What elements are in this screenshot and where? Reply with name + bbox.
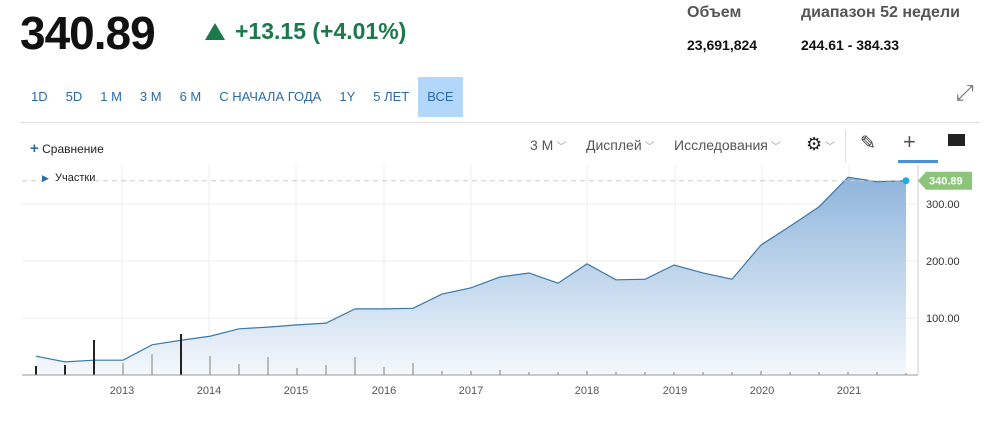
range-all[interactable]: ВСЕ — [418, 77, 463, 117]
x-tick-label: 2015 — [284, 385, 308, 395]
range-ytd[interactable]: С НАЧАЛА ГОДА — [219, 89, 322, 104]
range-label: диапазон 52 недели — [801, 4, 960, 21]
price-area — [36, 177, 906, 375]
price-change: +13.15 (+4.01%) — [205, 18, 406, 45]
price: 340.89 — [20, 7, 156, 59]
up-triangle-icon — [205, 23, 225, 40]
chevron-down-icon: ﹀ — [825, 142, 836, 153]
y-tick-label: 300.00 — [926, 199, 960, 211]
range-6m[interactable]: 6 M — [179, 89, 202, 104]
divider — [20, 122, 980, 123]
compare-button[interactable]: + Сравнение — [30, 140, 104, 157]
y-tick-label: 200.00 — [926, 256, 960, 268]
chevron-down-icon: ﹀ — [556, 142, 567, 153]
last-price-dot — [902, 177, 910, 185]
x-tick-label: 2017 — [459, 385, 483, 395]
x-tick-label: 2014 — [197, 385, 221, 395]
display-label: Дисплей — [586, 137, 642, 153]
gear-icon: ⚙ — [806, 134, 823, 154]
chevron-down-icon: ﹀ — [644, 142, 655, 153]
range-3m[interactable]: 3 M — [139, 89, 162, 104]
active-tool-indicator — [898, 160, 938, 163]
x-tick-label: 2019 — [663, 385, 687, 395]
range-selector: 1D 5D 1 M 3 M 6 M С НАЧАЛА ГОДА 1Y 5 ЛЕТ… — [22, 77, 463, 117]
studies-label: Исследования — [674, 137, 768, 153]
volume-label: Объем — [687, 4, 742, 21]
x-tick-label: 2018 — [575, 385, 599, 395]
range-1d[interactable]: 1D — [31, 89, 48, 104]
last-price-label: 340.89 — [929, 176, 963, 188]
x-tick-label: 2016 — [372, 385, 396, 395]
settings-button[interactable]: ⚙ ﹀ — [806, 134, 835, 155]
price-chart[interactable]: 2013 2014 2015 2016 2017 2018 2019 2020 2021 100.… — [0, 165, 1002, 395]
x-tick-label: 2021 — [837, 385, 861, 395]
range-1m[interactable]: 1 M — [100, 89, 122, 104]
chevron-down-icon: ﹀ — [770, 142, 781, 153]
compare-label: Сравнение — [42, 142, 104, 156]
pencil-icon[interactable]: ✎ — [860, 133, 876, 154]
interval-dropdown[interactable]: 3 M ﹀ — [530, 137, 566, 153]
interval-label: 3 M — [530, 137, 554, 153]
studies-dropdown[interactable]: Исследования ﹀ — [674, 137, 781, 153]
plus-icon: + — [30, 140, 39, 157]
range-5d[interactable]: 5D — [65, 89, 83, 104]
range-value: 244.61 - 384.33 — [801, 37, 900, 53]
display-dropdown[interactable]: Дисплей ﹀ — [586, 137, 655, 153]
events-label: Участки — [55, 172, 96, 184]
x-tick-label: 2020 — [750, 385, 774, 395]
comment-icon[interactable] — [948, 134, 965, 146]
events-toggle[interactable]: ▶ Участки — [42, 172, 96, 184]
y-tick-label: 100.00 — [926, 313, 960, 325]
x-tick-label: 2013 — [110, 385, 134, 395]
volume-value: 23,691,824 — [687, 37, 758, 53]
toolbar-divider — [845, 130, 846, 162]
range-1y[interactable]: 1Y — [339, 89, 356, 104]
range-5y[interactable]: 5 ЛЕТ — [373, 89, 410, 104]
play-icon: ▶ — [42, 173, 49, 183]
crosshair-icon[interactable]: + — [903, 129, 916, 154]
last-price-tag — [918, 171, 972, 190]
expand-icon[interactable]: ⤢ — [956, 80, 974, 105]
change-value: +13.15 (+4.01%) — [235, 18, 407, 44]
